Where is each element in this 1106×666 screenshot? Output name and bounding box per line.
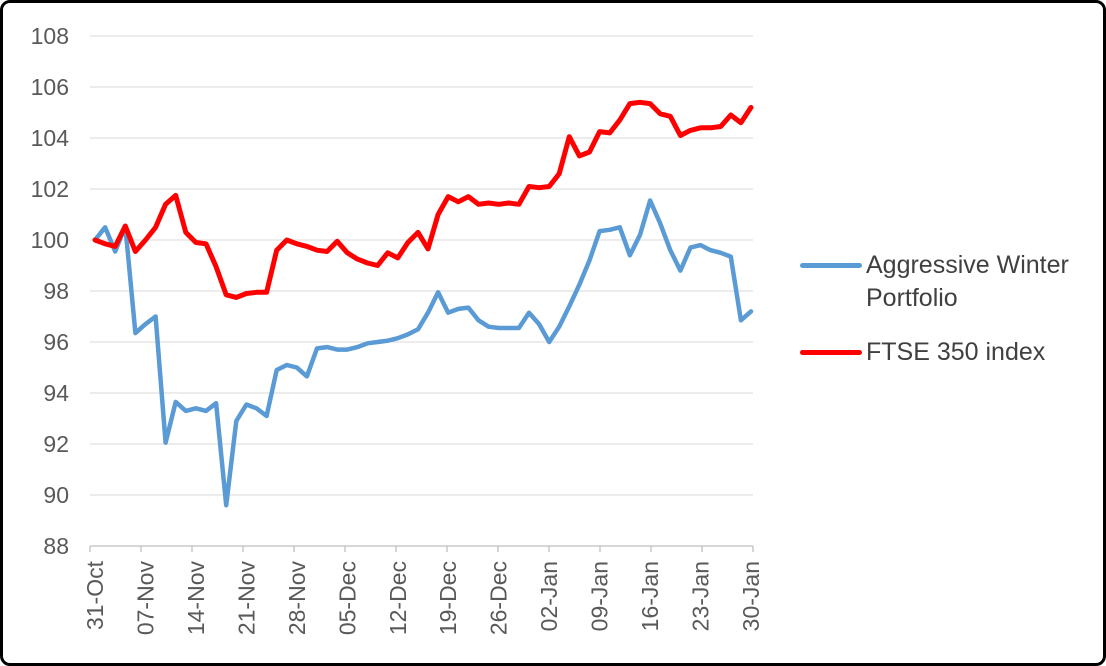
y-axis-label: 88 <box>43 533 69 559</box>
series-line-aggressive-winter-portfolio[interactable] <box>92 198 754 508</box>
y-axis-label: 108 <box>31 23 69 49</box>
x-axis-label: 28-Nov <box>284 561 310 636</box>
y-axis-label: 104 <box>31 125 70 151</box>
x-axis-label: 31-Oct <box>82 560 108 630</box>
y-axis-label: 90 <box>43 482 69 508</box>
y-axis-label: 94 <box>43 380 69 406</box>
y-axis-label: 98 <box>43 278 69 304</box>
y-axis-label: 96 <box>43 329 69 355</box>
x-axis-label: 21-Nov <box>233 561 259 636</box>
x-axis-label: 16-Jan <box>637 561 663 631</box>
x-axis-label: 05-Dec <box>334 561 360 635</box>
series-line-ftse-350-index[interactable] <box>92 99 754 300</box>
legend-label-ftse-350-index: FTSE 350 index <box>866 338 1046 366</box>
x-axis-label: 26-Dec <box>486 561 512 635</box>
x-axis-label: 07-Nov <box>132 561 158 636</box>
x-axis-label: 30-Jan <box>738 561 764 631</box>
x-axis-label: 23-Jan <box>688 561 714 631</box>
legend-line-sample-red <box>800 350 862 355</box>
y-axis-label: 102 <box>31 176 69 202</box>
line-chart: 88 90 92 94 96 98 100 102 104 106 108 31-Oct 07-Nov 1… <box>31 23 764 636</box>
legend-item-ftse-350-index[interactable]: FTSE 350 index <box>800 336 1100 369</box>
x-axis-label: 12-Dec <box>385 561 411 635</box>
x-axis-label: 02-Jan <box>536 561 562 631</box>
x-axis-label: 14-Nov <box>183 561 209 636</box>
x-axis-label: 09-Jan <box>587 561 613 631</box>
y-axis-label: 100 <box>31 227 69 253</box>
x-axis-label: 19-Dec <box>435 561 461 635</box>
legend: Aggressive Winter Portfolio FTSE 350 ind… <box>800 249 1100 369</box>
y-axis-label: 106 <box>31 74 69 100</box>
legend-line-sample-blue <box>800 263 862 268</box>
legend-item-aggressive-winter-portfolio[interactable]: Aggressive Winter Portfolio <box>800 249 1100 315</box>
y-axis-label: 92 <box>43 431 69 457</box>
legend-label-aggressive-winter-portfolio: Aggressive Winter Portfolio <box>866 251 1069 312</box>
